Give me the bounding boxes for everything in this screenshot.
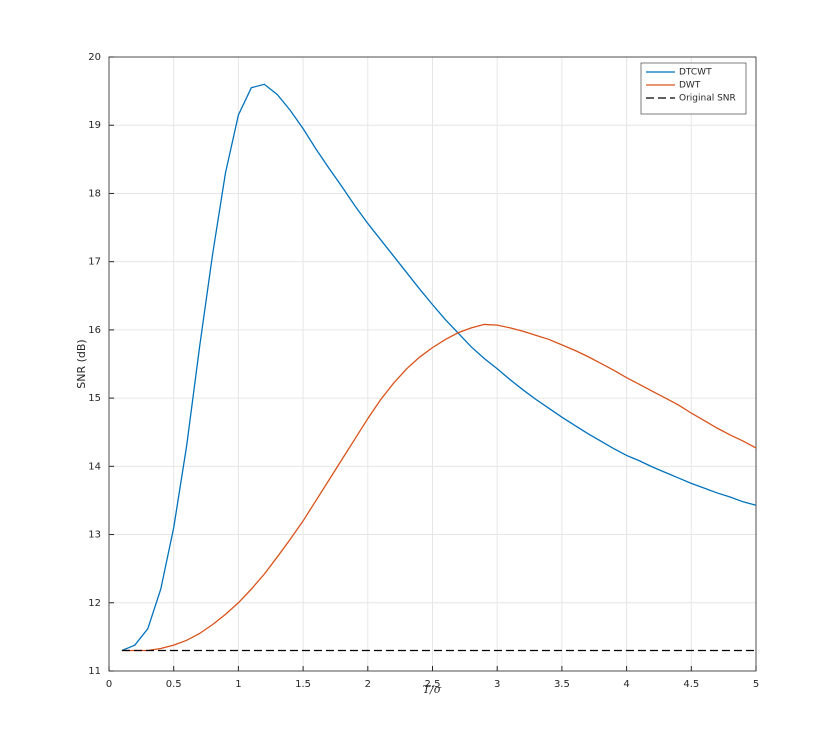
series-line	[121, 323, 757, 652]
series-line	[121, 83, 757, 652]
x-axis-label: T/σ	[423, 683, 442, 696]
y-tick-label: 13	[88, 530, 101, 541]
y-tick-label: 17	[88, 257, 101, 268]
y-tick-label: 11	[88, 666, 101, 677]
legend-label: Original SNR	[679, 94, 736, 104]
y-tick-label: 20	[88, 52, 101, 63]
y-axis-label: SNR (dB)	[75, 339, 88, 388]
x-tick-label: 1	[235, 679, 241, 690]
x-tick-label: 0.5	[166, 679, 182, 690]
y-tick-label: 15	[88, 393, 101, 404]
x-tick-label: 2	[365, 679, 371, 690]
x-tick-label: 2.5	[425, 679, 441, 690]
x-tick-label: 0	[106, 679, 112, 690]
x-tick-label: 3.5	[554, 679, 570, 690]
y-tick-label: 16	[88, 325, 101, 336]
x-tick-label: 3	[494, 679, 500, 690]
y-tick-label: 19	[88, 120, 101, 131]
legend: DTCWT DWT Original SNR	[640, 62, 747, 115]
y-tick-label: 18	[88, 188, 101, 199]
y-tick-label: 14	[88, 461, 101, 472]
x-tick-label: 4.5	[683, 679, 699, 690]
x-tick-label: 1.5	[295, 679, 311, 690]
legend-label: DTCWT	[679, 68, 712, 78]
x-tick-label: 4	[623, 679, 629, 690]
axes-box	[108, 56, 757, 672]
x-tick-label: 5	[753, 679, 759, 690]
y-tick-label: 12	[88, 598, 101, 609]
legend-label: DWT	[679, 81, 701, 91]
